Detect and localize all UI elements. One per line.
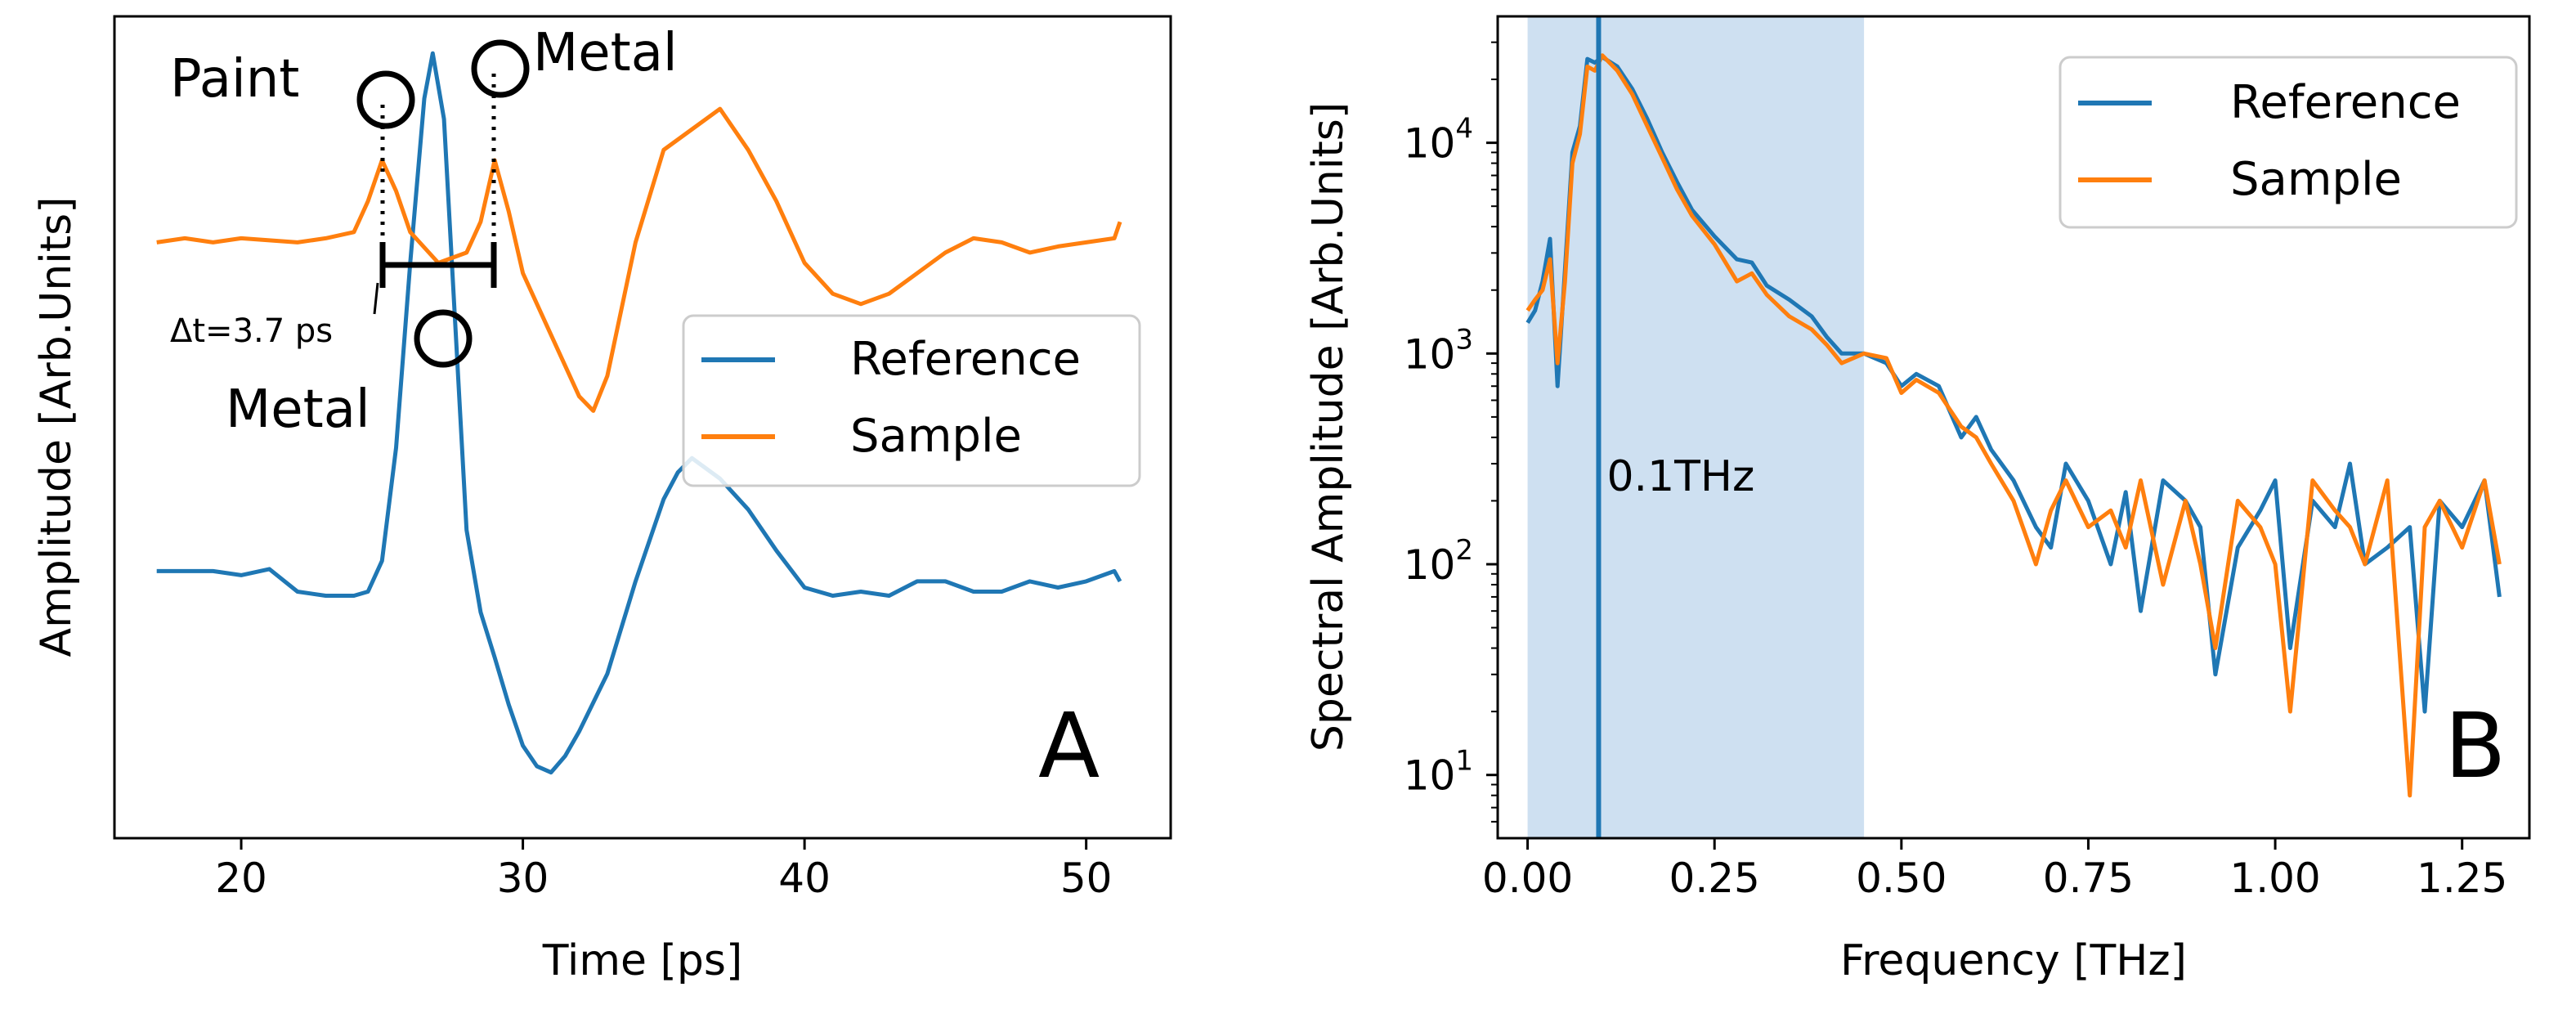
annotation-paint: Paint — [170, 49, 299, 110]
panel-b-plot-area — [1525, 16, 2502, 838]
panel-b-x-ticks: 0.00 0.25 0.50 0.75 1.00 1.25 — [1482, 838, 2507, 902]
panel-a: 20 30 40 50 Time [ps] Amplitude [Arb.Units]… — [32, 15, 1172, 985]
panel-b-series-group — [1525, 53, 2502, 798]
panel-a-ylabel: Amplitude [Arb.Units] — [32, 196, 81, 657]
delta-t-leader-line — [373, 282, 379, 315]
panel-b-legend: Reference Sample — [2059, 56, 2518, 229]
panel-a-series-sample — [156, 106, 1122, 413]
panel-b-frame — [1496, 15, 2531, 840]
panel-a-series-reference — [156, 51, 1122, 775]
panel-b-xtick-label: 1.25 — [2417, 855, 2507, 902]
panel-a-x-ticks: 20 30 40 50 — [215, 838, 1112, 902]
panel-b-xtick-label: 0.25 — [1669, 855, 1760, 902]
legend-b-sample-label: Sample — [2230, 153, 2402, 206]
panel-b-ylabel: Spectral Amplitude [Arb.Units] — [1304, 102, 1353, 752]
panel-a-xtick-label: 30 — [497, 855, 549, 902]
metal-sample-peak-circle — [471, 39, 530, 98]
panel-a-letter: A — [1038, 693, 1100, 798]
metal-reference-peak-circle — [414, 309, 473, 368]
panel-b-ytick-label: 103 — [1404, 323, 1473, 378]
panel-b-shaded-region — [1527, 16, 1865, 838]
legend-a-sample-label: Sample — [850, 410, 1022, 463]
panel-b-legend-box — [2059, 56, 2518, 229]
panel-b-vline-label: 0.1THz — [1606, 452, 1754, 501]
panel-a-legend-box — [682, 314, 1141, 487]
panel-b-xtick-label: 0.50 — [1856, 855, 1947, 902]
paint-peak-circle — [356, 70, 415, 129]
panel-a-xtick-label: 40 — [778, 855, 831, 902]
panel-a-frame — [113, 15, 1172, 840]
panel-b-letter: B — [2444, 693, 2506, 798]
annotation-metal-sample: Metal — [533, 23, 678, 83]
panel-b-xtick-label: 0.00 — [1482, 855, 1573, 902]
panel-b-xlabel: Frequency [THz] — [1840, 936, 2187, 985]
panel-b: 0.00 0.25 0.50 0.75 1.00 1.25 101 102 103 104 Fr… — [1304, 15, 2531, 985]
panel-b-ytick-label: 102 — [1404, 534, 1473, 589]
panel-b-ytick-label: 104 — [1404, 113, 1473, 168]
panel-a-series-group — [156, 51, 1122, 775]
panel-a-xtick-label: 50 — [1060, 855, 1113, 902]
annotation-metal-reference: Metal — [226, 379, 370, 440]
legend-b-reference-label: Reference — [2230, 76, 2461, 129]
panel-a-annotations: Paint Metal Metal Δt=3.7 ps — [170, 23, 678, 440]
panel-a-legend: Reference Sample — [682, 314, 1141, 487]
annotation-delta-t: Δt=3.7 ps — [170, 312, 333, 350]
panel-b-ytick-label: 101 — [1404, 745, 1473, 800]
legend-a-reference-label: Reference — [850, 333, 1081, 386]
panel-b-y-ticks: 101 102 103 104 — [1404, 41, 1498, 823]
panel-b-xtick-label: 1.00 — [2229, 855, 2320, 902]
panel-a-xlabel: Time [ps] — [542, 936, 742, 985]
panel-a-xtick-label: 20 — [215, 855, 267, 902]
panel-b-series-sample — [1525, 53, 2502, 798]
panel-a-plot-area — [156, 51, 1122, 775]
panel-b-xtick-label: 0.75 — [2043, 855, 2134, 902]
